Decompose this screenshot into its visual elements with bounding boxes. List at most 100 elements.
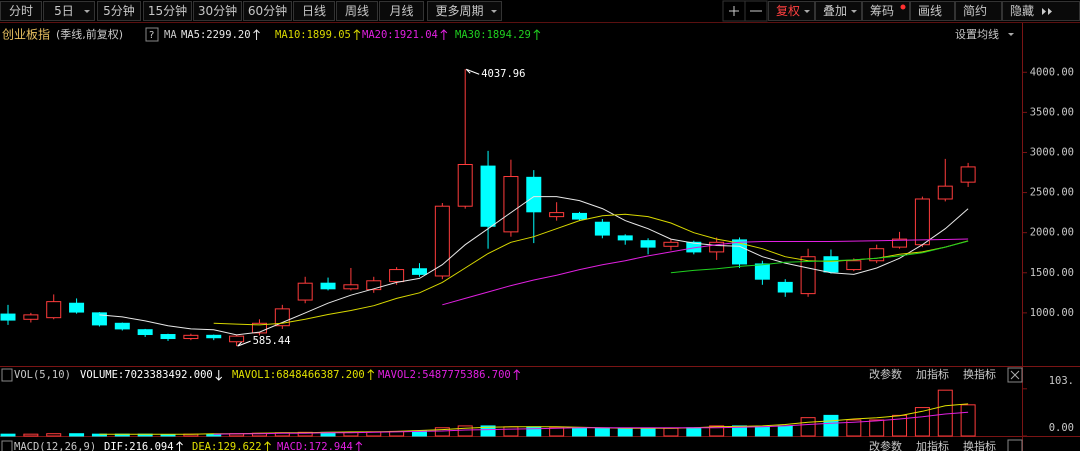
dropdown-icon[interactable] <box>84 10 90 13</box>
tool-button[interactable]: 画线 <box>918 4 942 18</box>
y-tick-label: 3000.00 <box>1030 146 1074 158</box>
tool-button[interactable]: 隐藏 <box>1010 4 1034 18</box>
volume-bar <box>549 427 565 437</box>
period-button[interactable]: 更多周期 <box>435 4 483 18</box>
help-button[interactable] <box>145 27 159 42</box>
panel-button[interactable]: 换指标 <box>963 367 996 381</box>
panel-button[interactable]: 加指标 <box>916 367 949 381</box>
tool-button[interactable]: 简约 <box>963 3 987 18</box>
close-button[interactable] <box>1007 439 1023 451</box>
button[interactable] <box>0 1 42 21</box>
up-arrow <box>367 369 375 380</box>
button[interactable] <box>744 0 768 22</box>
y-tick-label: 1500.00 <box>1030 267 1074 279</box>
tool-button[interactable]: 复权 <box>776 4 800 18</box>
up-arrow <box>355 441 363 451</box>
ma-line <box>99 196 969 336</box>
period-button[interactable]: 周线 <box>345 4 369 18</box>
help-icon[interactable]: ? <box>149 30 154 41</box>
macd-label: DIF:216.094 <box>104 441 174 451</box>
volume-bar <box>777 425 793 437</box>
candle-body <box>251 322 267 334</box>
volume-bar <box>869 419 885 437</box>
candle-body <box>91 312 107 326</box>
min-pointer <box>237 340 251 347</box>
y-tick-label: 3500.00 <box>1030 106 1074 118</box>
volume-bar <box>914 407 930 437</box>
button[interactable] <box>336 1 378 21</box>
volume-bar <box>0 433 16 437</box>
panel-button[interactable]: 改参数 <box>869 439 902 451</box>
candle-body <box>663 241 679 247</box>
vol-label: VOLUME:7023383492.000 <box>80 369 213 381</box>
candle-body <box>549 212 565 218</box>
candle-body <box>823 256 839 273</box>
ma-line <box>670 240 969 274</box>
button[interactable] <box>955 1 1002 21</box>
panel-button[interactable]: 改参数 <box>869 367 902 381</box>
dropdown-icon[interactable] <box>851 10 857 13</box>
button[interactable] <box>910 1 955 21</box>
candle-body <box>114 322 130 330</box>
down-arrow <box>215 370 223 381</box>
period-button[interactable]: 5分钟 <box>103 3 135 18</box>
button[interactable] <box>293 1 335 21</box>
volume-bar <box>960 404 976 437</box>
period-button[interactable]: 60分钟 <box>248 3 287 18</box>
panel-button[interactable]: 加指标 <box>916 439 949 451</box>
close-icon[interactable] <box>1010 370 1020 380</box>
button[interactable] <box>768 1 815 21</box>
period-button[interactable]: 月线 <box>389 4 413 18</box>
period-button[interactable]: 日线 <box>302 4 326 18</box>
button[interactable] <box>427 1 502 21</box>
period-button[interactable]: 30分钟 <box>198 3 237 18</box>
index-name: 创业板指 <box>2 27 50 42</box>
button[interactable] <box>43 1 95 21</box>
tool-button[interactable]: 筹码 <box>870 4 894 18</box>
macd-label: MACD:172.944 <box>277 441 353 451</box>
button[interactable] <box>379 1 424 21</box>
candle-body <box>937 185 953 200</box>
ma-label: MA5:2299.20 <box>181 29 251 41</box>
close-button[interactable] <box>1007 367 1023 383</box>
max-label: 4037.96 <box>481 68 525 80</box>
badge[interactable] <box>900 4 906 10</box>
panel-button[interactable]: 换指标 <box>963 439 996 451</box>
button[interactable] <box>243 1 292 21</box>
candle-body <box>480 165 496 227</box>
zoom-in-icon[interactable] <box>729 6 739 16</box>
up-arrow <box>176 441 183 451</box>
dropdown-icon[interactable] <box>1008 33 1014 36</box>
dropdown-icon[interactable] <box>804 10 810 13</box>
volume-bar <box>686 427 702 437</box>
expand-icon[interactable] <box>1042 8 1052 15</box>
period-button[interactable]: 5日 <box>54 4 74 18</box>
candle-body <box>434 205 450 277</box>
period-button[interactable]: 分时 <box>9 4 33 18</box>
volume-bar <box>709 425 725 437</box>
mavol-line <box>213 411 969 435</box>
tool-button[interactable]: 叠加 <box>823 4 847 18</box>
y-tick-label: 2000.00 <box>1030 227 1074 239</box>
settings-button[interactable]: 设置均线 <box>955 27 999 41</box>
button[interactable] <box>193 1 242 21</box>
button[interactable] <box>862 1 910 21</box>
volume-bar <box>160 434 176 437</box>
period-button[interactable]: 15分钟 <box>148 3 187 18</box>
collapse-button[interactable] <box>1 440 13 451</box>
button[interactable] <box>143 1 192 21</box>
up-arrow <box>513 369 521 380</box>
collapse-button[interactable] <box>1 368 13 382</box>
vol-label: MAVOL1:6848466387.200 <box>232 369 365 381</box>
ma-label: MA20:1921.04 <box>362 29 438 41</box>
ma-label: MA10:1899.05 <box>275 29 351 41</box>
volume-bar <box>457 425 473 437</box>
dropdown-icon[interactable] <box>491 10 497 13</box>
panel-title: VOL(5,10) <box>14 369 71 381</box>
volume-bar <box>823 414 839 437</box>
candle-body <box>709 241 725 253</box>
button[interactable] <box>97 1 141 21</box>
button[interactable] <box>815 1 862 21</box>
candle-body <box>343 284 359 290</box>
